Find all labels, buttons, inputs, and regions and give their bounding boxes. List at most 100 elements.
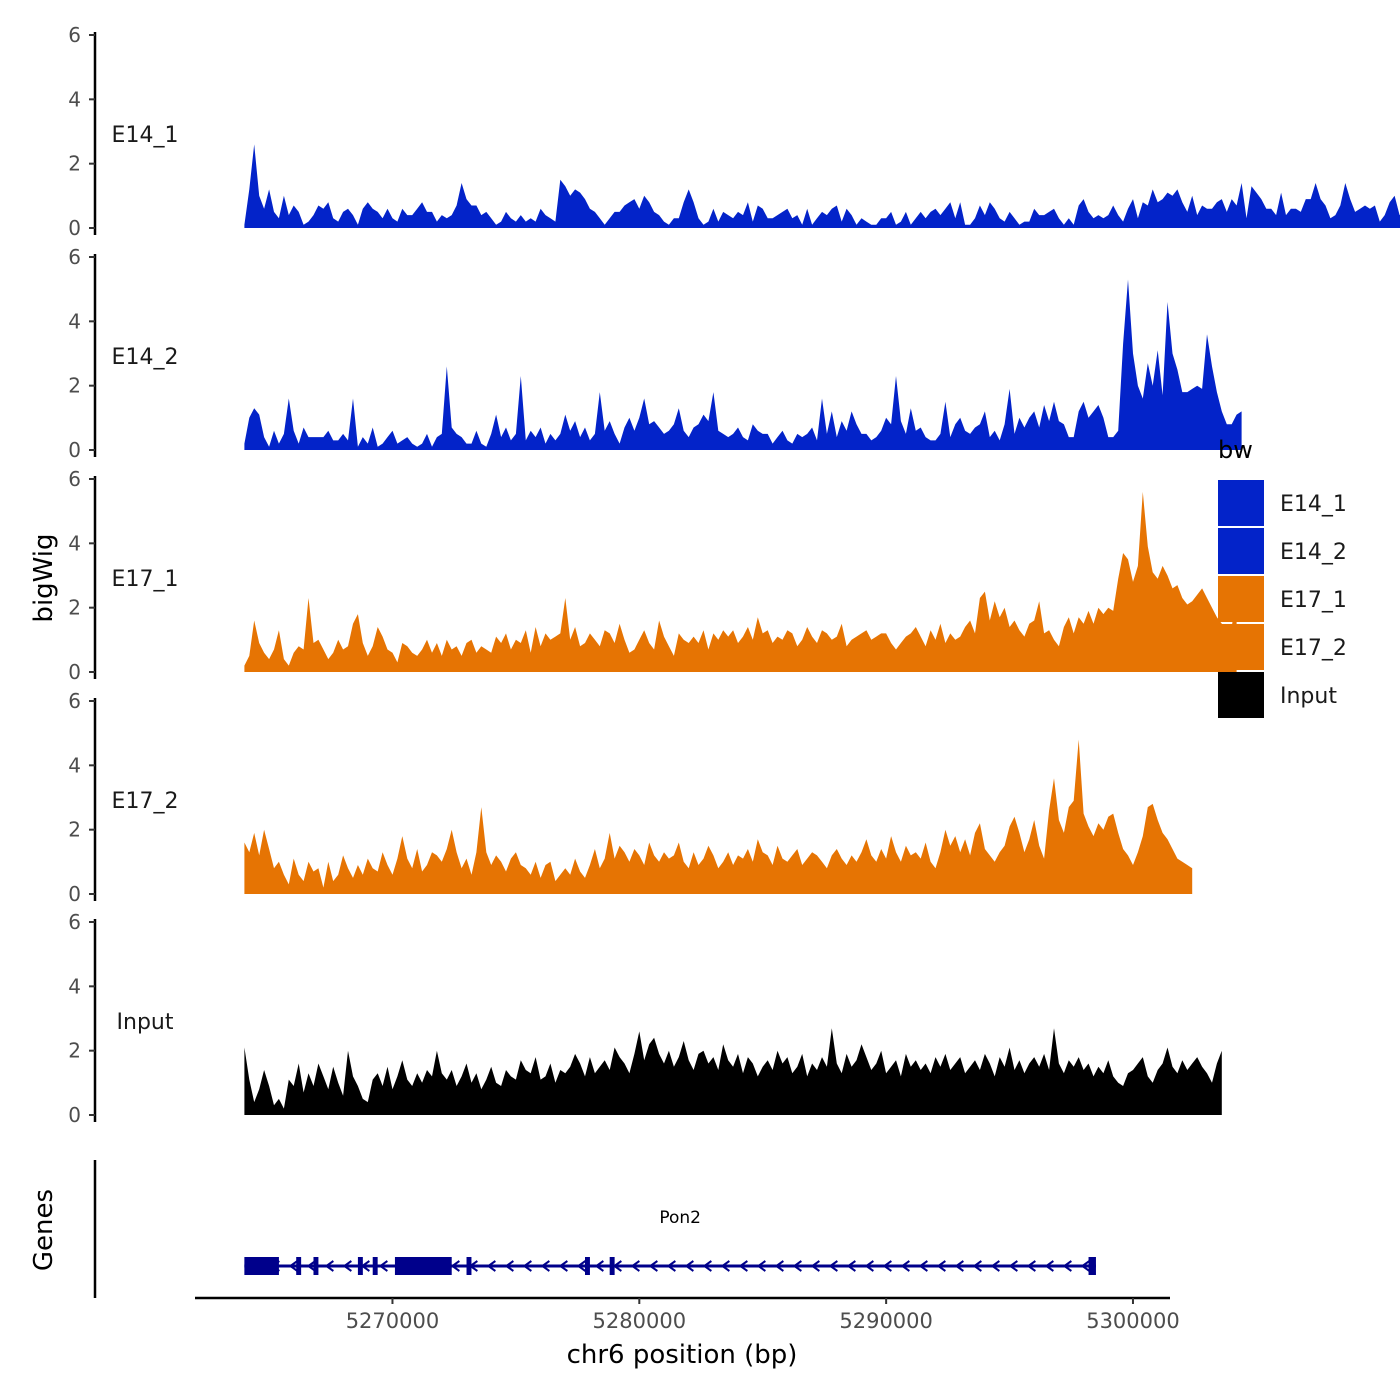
- strand-arrow: [594, 1260, 604, 1272]
- y-tick-label: 6: [68, 245, 81, 269]
- strand-arrow: [720, 1260, 730, 1272]
- legend-swatch: [1218, 480, 1264, 526]
- strand-arrow: [522, 1260, 532, 1272]
- y-tick-label: 6: [68, 910, 81, 934]
- strand-arrow: [378, 1260, 388, 1272]
- strand-arrow: [1080, 1260, 1090, 1272]
- y-tick-label: 0: [68, 1103, 81, 1127]
- y-tick-label: 4: [68, 309, 81, 333]
- strand-arrow: [1026, 1260, 1036, 1272]
- y-tick-label: 4: [68, 753, 81, 777]
- track-E17_2: 0 2 4 6 E17_2: [68, 689, 1193, 906]
- legend-swatch: [1218, 576, 1264, 622]
- strand-arrow: [1062, 1260, 1072, 1272]
- strand-arrow: [990, 1260, 1000, 1272]
- strand-arrow: [576, 1260, 586, 1272]
- strand-arrow: [504, 1260, 514, 1272]
- x-tick-label: 5270000: [346, 1309, 440, 1333]
- strand-arrow: [954, 1260, 964, 1272]
- track-label: E14_2: [112, 345, 179, 370]
- strand-arrow: [648, 1260, 658, 1272]
- exon: [585, 1257, 590, 1275]
- y-tick-label: 2: [68, 596, 81, 620]
- exon: [296, 1257, 302, 1275]
- track-E14_1: 0 2 4 6 E14_1: [68, 23, 1400, 240]
- track-label: E14_1: [112, 123, 179, 148]
- legend-label: E17_1: [1280, 588, 1347, 613]
- strand-arrow: [900, 1260, 910, 1272]
- strand-arrow: [342, 1260, 352, 1272]
- exon: [244, 1257, 279, 1275]
- strand-arrow: [1044, 1260, 1054, 1272]
- y-tick-label: 6: [68, 689, 81, 713]
- x-tick-label: 5300000: [1086, 1309, 1180, 1333]
- x-axis: 5270000 5280000 5290000 5300000: [195, 1296, 1180, 1333]
- area-E17_1: [244, 491, 1237, 672]
- track-label: Input: [117, 1010, 174, 1035]
- exon: [313, 1257, 319, 1275]
- area-E14_2: [244, 279, 1242, 450]
- x-tick-label: 5290000: [839, 1309, 933, 1333]
- strand-arrow: [486, 1260, 496, 1272]
- y-tick-label: 6: [68, 23, 81, 47]
- exon: [466, 1257, 472, 1275]
- y-tick-label: 2: [68, 1039, 81, 1063]
- track-label: E17_2: [112, 789, 179, 814]
- strand-arrow: [792, 1260, 802, 1272]
- strand-arrow: [738, 1260, 748, 1272]
- y-tick-label: 0: [68, 882, 81, 906]
- track-E14_2: 0 2 4 6 E14_2: [68, 245, 1242, 462]
- y-tick-label: 4: [68, 531, 81, 555]
- exon: [609, 1257, 615, 1275]
- legend-label: Input: [1280, 684, 1337, 709]
- strand-arrow: [810, 1260, 820, 1272]
- legend-swatch: [1218, 528, 1264, 574]
- genes-track: Pon2: [93, 1160, 1096, 1298]
- area-Input: [244, 1028, 1222, 1115]
- strand-arrow: [306, 1260, 316, 1272]
- y-tick-label: 4: [68, 87, 81, 111]
- strand-arrow: [882, 1260, 892, 1272]
- y-tick-label: 0: [68, 216, 81, 240]
- strand-arrow: [828, 1260, 838, 1272]
- strand-arrow: [972, 1260, 982, 1272]
- exon: [357, 1257, 363, 1275]
- genes-axis-title: Genes: [29, 1189, 59, 1271]
- x-axis-title: chr6 position (bp): [567, 1340, 798, 1370]
- gene-name: Pon2: [659, 1208, 701, 1228]
- exon: [1088, 1257, 1096, 1275]
- y-tick-label: 2: [68, 374, 81, 398]
- strand-arrow: [630, 1260, 640, 1272]
- legend-title: bw: [1218, 436, 1253, 464]
- legend-label: E17_2: [1280, 636, 1347, 661]
- legend-swatch: [1218, 672, 1264, 718]
- strand-arrow: [684, 1260, 694, 1272]
- track-E17_1: 0 2 4 6 E17_1: [68, 467, 1237, 684]
- legend-swatch: [1218, 624, 1264, 670]
- strand-arrow: [1008, 1260, 1018, 1272]
- strand-arrow: [450, 1260, 460, 1272]
- y-axis-title: bigWig: [29, 533, 59, 622]
- strand-arrow: [774, 1260, 784, 1272]
- legend-label: E14_1: [1280, 492, 1347, 517]
- strand-arrow: [666, 1260, 676, 1272]
- area-E14_1: [244, 144, 1400, 228]
- strand-arrow: [558, 1260, 568, 1272]
- x-tick-label: 5280000: [593, 1309, 687, 1333]
- strand-arrow: [540, 1260, 550, 1272]
- y-tick-label: 0: [68, 438, 81, 462]
- strand-arrow: [864, 1260, 874, 1272]
- y-tick-label: 2: [68, 818, 81, 842]
- track-label: E17_1: [112, 567, 179, 592]
- strand-arrow: [918, 1260, 928, 1272]
- strand-arrow: [756, 1260, 766, 1272]
- strand-arrow: [846, 1260, 856, 1272]
- track-panels: 0 2 4 6 E14_1 0 2 4 6 E14_2 0 2 4 6 E17_1 0 2 4 6 E17_2 0 2 4 6…: [68, 23, 1400, 1127]
- strand-arrow: [936, 1260, 946, 1272]
- strand-arrow: [288, 1260, 298, 1272]
- y-tick-label: 6: [68, 467, 81, 491]
- legend: bw E14_1 E14_2 E17_1 E17_2 Input: [1218, 436, 1347, 718]
- y-tick-label: 2: [68, 152, 81, 176]
- strand-arrow: [324, 1260, 334, 1272]
